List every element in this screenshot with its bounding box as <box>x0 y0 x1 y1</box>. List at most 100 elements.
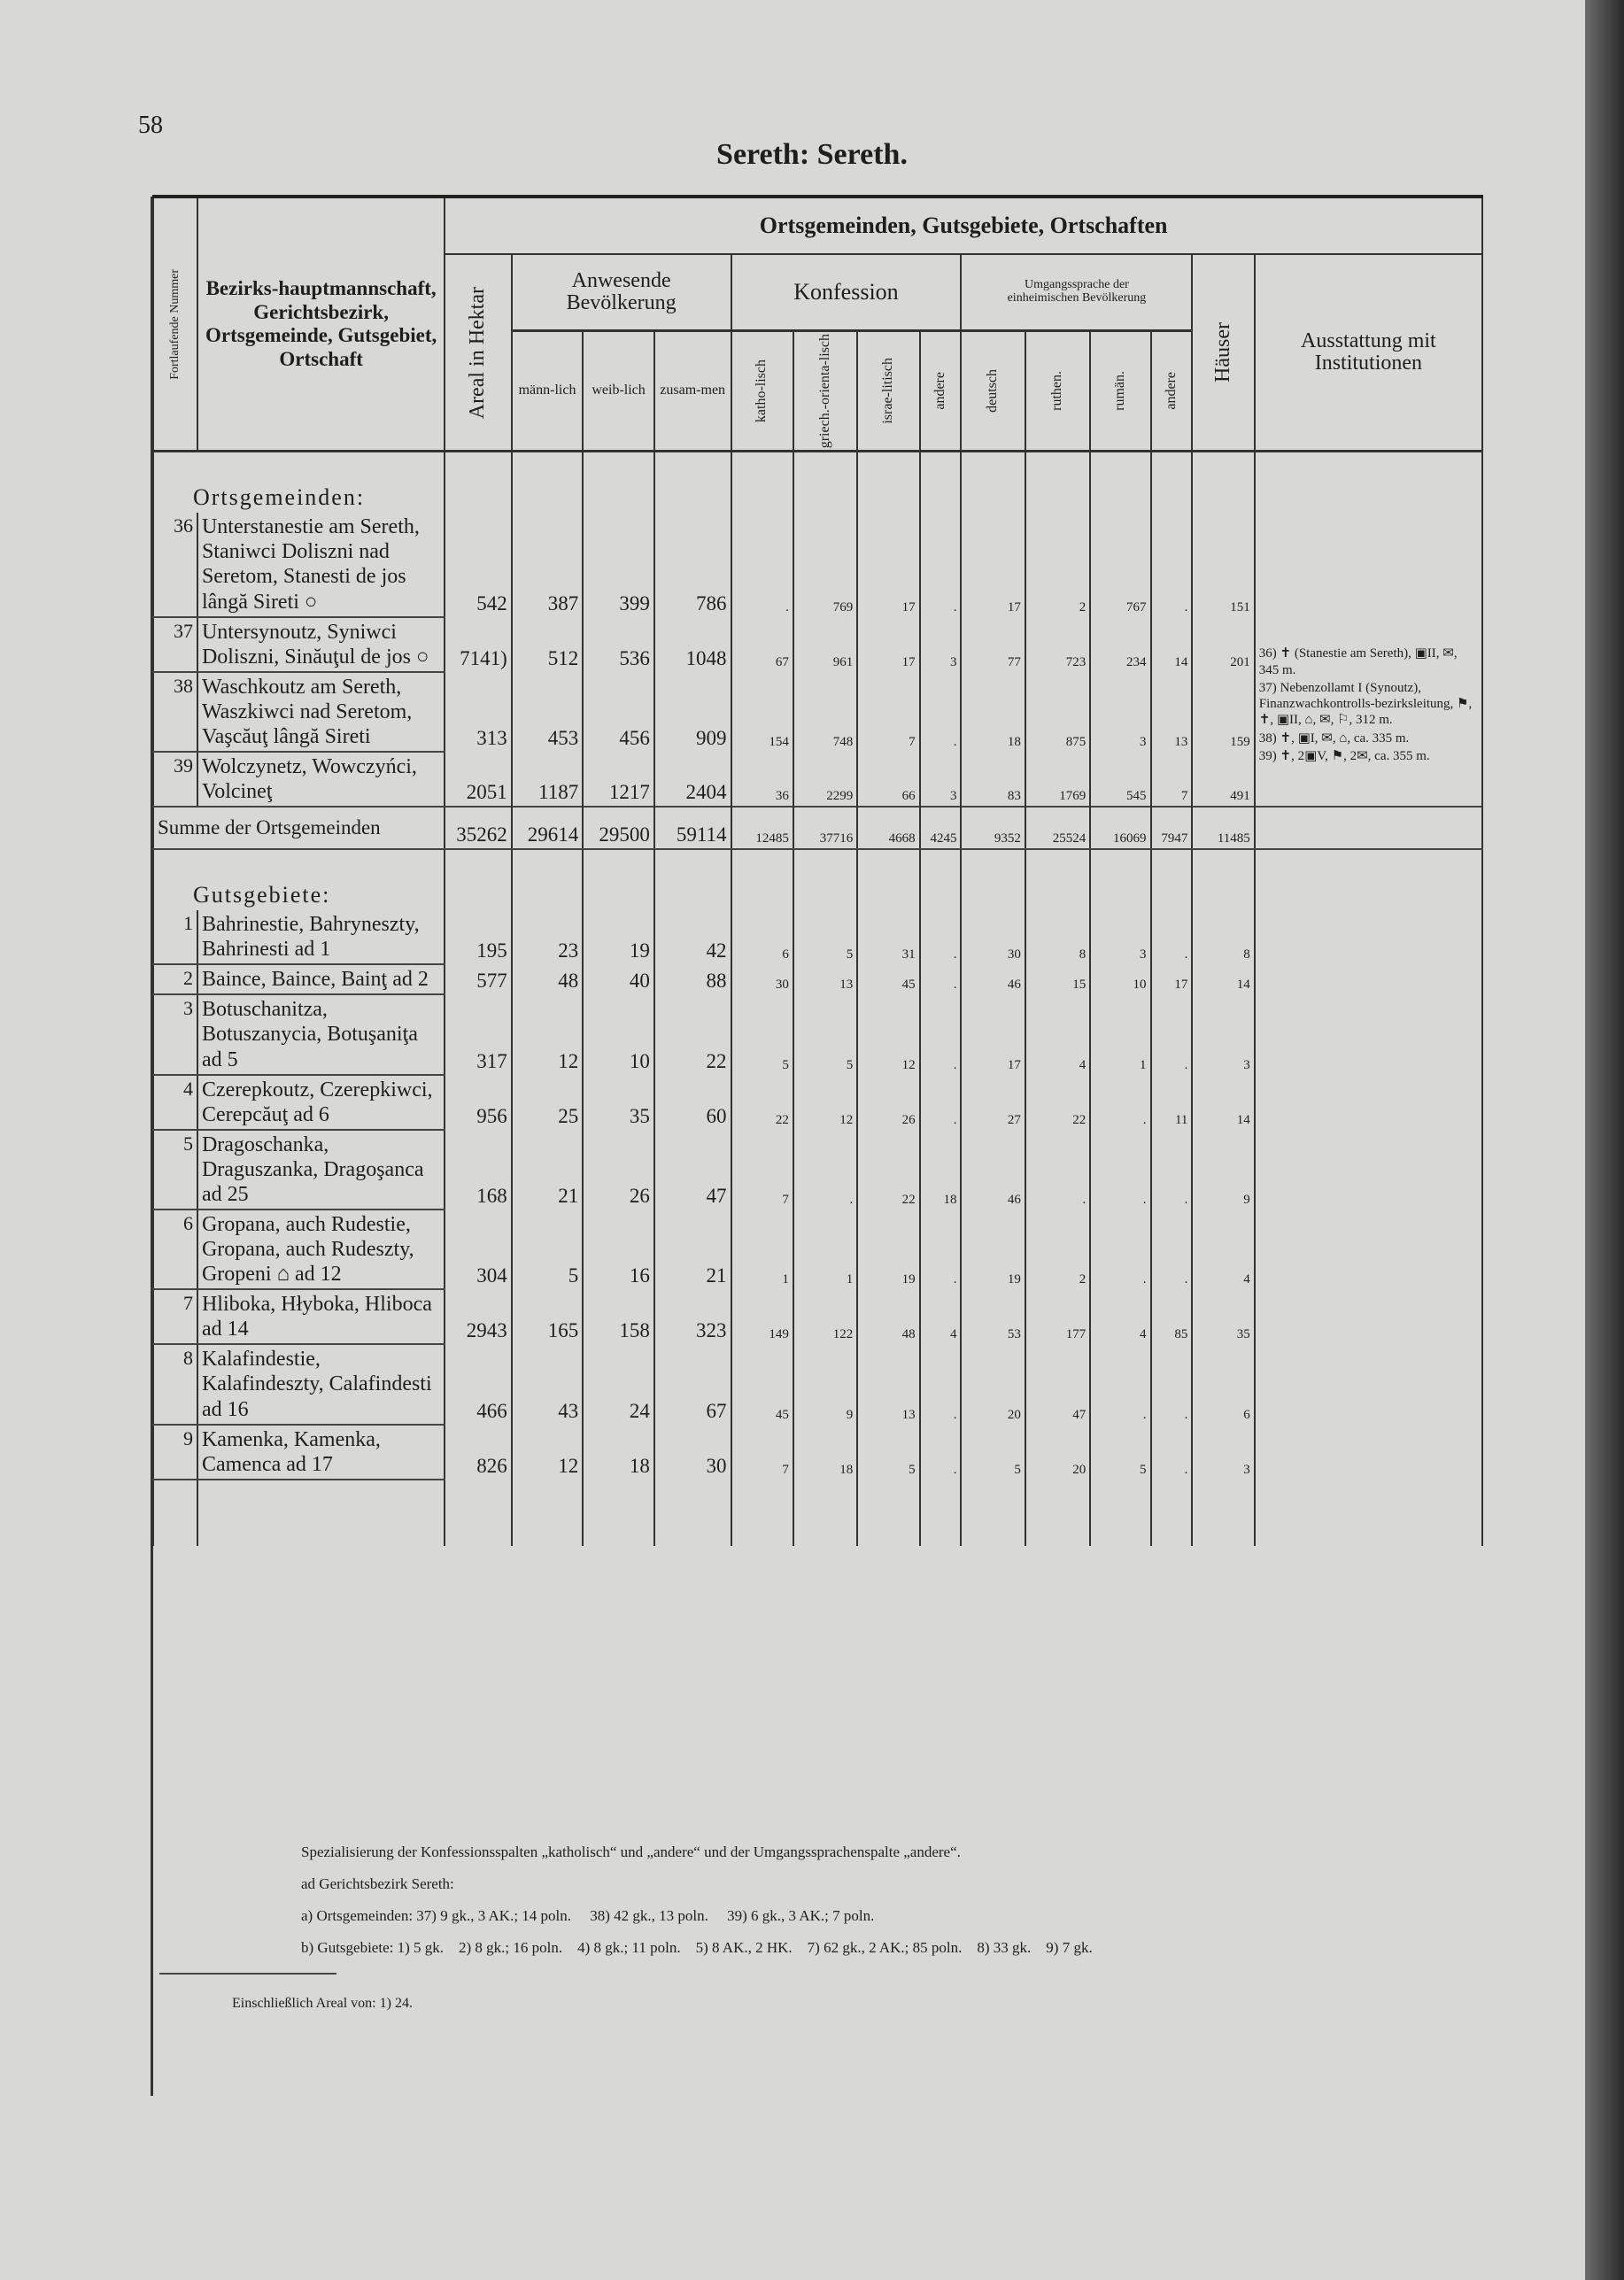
value-cell: 17 <box>1149 964 1194 995</box>
sum-row: Summe der Ortsgemeinden 35262 29614 29500 59… <box>151 806 1484 851</box>
value-cell: 85 <box>1149 1289 1194 1345</box>
sum-cell: 9352 <box>960 806 1026 851</box>
note: 38) ✝, ▣I, ✉, ⌂, ca. 335 m. <box>1258 730 1410 746</box>
empty-cell <box>1024 451 1092 514</box>
value-cell: 536 <box>582 616 655 672</box>
empty-cell <box>444 849 513 911</box>
value-cell: 30 <box>730 964 794 995</box>
value-cell: 17 <box>856 616 921 672</box>
header-text: ruthen. <box>1049 371 1065 412</box>
data-row: 9 Kamenka, Kamenka, Camenca ad 17 826 12 18 3… <box>152 1424 1484 1480</box>
value-cell: . <box>918 910 963 965</box>
sum-cell: 29500 <box>582 806 655 851</box>
header-cell: Areal in Hektar <box>444 254 513 453</box>
value-cell: 5 <box>510 1210 584 1290</box>
value-cell: 30 <box>653 1424 732 1480</box>
footnote-line: a) Ortsgemeinden: 37) 9 gk., 3 AK.; 14 p… <box>301 1907 875 1924</box>
header-text: israe-litisch <box>879 358 895 424</box>
header-text: andere <box>932 372 947 410</box>
empty-cell <box>1253 910 1484 965</box>
place-name: Gropana, auch Rudestie, Gropana, auch Ru… <box>196 1210 446 1291</box>
empty-cell <box>653 451 732 514</box>
value-cell: 158 <box>582 1289 655 1345</box>
value-cell: 466 <box>444 1344 513 1425</box>
value-cell: 19 <box>582 910 655 965</box>
sum-cell: 7947 <box>1149 806 1194 851</box>
value-cell: 1187 <box>510 751 584 808</box>
empty-cell <box>1253 1289 1484 1345</box>
empty-cell <box>582 849 655 911</box>
value-cell: 6 <box>730 910 794 965</box>
header-text: katho-lisch <box>754 359 769 423</box>
value-cell: 46 <box>960 1129 1026 1210</box>
place-name: Bahrinestie, Bahryneszty, Bahrinesti ad … <box>196 910 446 966</box>
note: 37) Nebenzollamt I (Synoutz), Finanzwach… <box>1258 680 1473 728</box>
value-cell: 21 <box>653 1210 732 1290</box>
empty-cell <box>1191 1479 1256 1546</box>
empty-cell <box>1149 451 1194 514</box>
value-cell: 2943 <box>444 1289 513 1345</box>
value-cell: 387 <box>510 513 584 617</box>
empty-cell <box>510 1479 584 1546</box>
footnote-line: Spezialisierung der Konfessionsspalten „… <box>301 1843 961 1860</box>
sum-cell: 35262 <box>444 806 513 851</box>
place-name: Unterstanestie am Sereth, Staniwci Dolis… <box>196 513 446 618</box>
empty-cell <box>1191 849 1256 911</box>
empty-cell <box>856 1479 921 1546</box>
value-cell: 2 <box>1024 513 1092 617</box>
value-cell: 21 <box>510 1129 584 1210</box>
value-cell: . <box>1089 1344 1152 1425</box>
sum-cell: 4245 <box>918 806 963 851</box>
value-cell: 12 <box>792 1074 859 1130</box>
value-cell: 491 <box>1191 751 1256 808</box>
value-cell: 2299 <box>792 751 859 808</box>
header-cell: Häuser <box>1191 254 1256 453</box>
data-row: 4 Czerepkoutz, Czerepkiwci, Cerepcăuţ ad … <box>152 1074 1484 1131</box>
empty-cell <box>152 1479 198 1546</box>
value-cell: 723 <box>1024 616 1092 672</box>
page-title: Sereth: Sereth. <box>716 138 908 171</box>
value-cell: 317 <box>444 994 513 1075</box>
value-cell: 26 <box>582 1129 655 1210</box>
footnotes: Spezialisierung der Konfessionsspalten „… <box>301 1836 1505 1964</box>
data-row: 3 Botuschanitza, Botuszanycia, Botuşaniţa… <box>152 994 1484 1076</box>
value-cell: 10 <box>1089 964 1152 995</box>
value-cell: 10 <box>582 994 655 1075</box>
value-cell: 67 <box>730 616 794 672</box>
value-cell: 35 <box>582 1074 655 1130</box>
empty-cell <box>960 849 1026 911</box>
value-cell: . <box>1089 1129 1152 1210</box>
value-cell: 5 <box>792 994 859 1075</box>
sum-cell: 25524 <box>1024 806 1092 851</box>
value-cell: 545 <box>1089 751 1152 808</box>
footnote-line: ad Gerichtsbezirk Sereth: <box>301 1875 454 1892</box>
value-cell: 1769 <box>1024 751 1092 808</box>
data-row: 38 Waschkoutz am Sereth, Waszkiwci nad Se… <box>152 671 1482 753</box>
sum-label: Summe der Ortsgemeinden <box>151 806 446 851</box>
value-cell: 5 <box>792 910 859 965</box>
value-cell: 22 <box>856 1129 921 1210</box>
data-row: 36 Unterstanestie am Sereth, Staniwci Dol… <box>152 513 1484 808</box>
value-cell: 9 <box>1191 1129 1256 1210</box>
value-cell: . <box>1149 1424 1194 1480</box>
empty-cell <box>582 1479 655 1546</box>
value-cell: 77 <box>960 616 1026 672</box>
header-cell: Anwesende Bevölkerung <box>510 254 732 332</box>
empty-cell <box>730 451 794 514</box>
empty-cell <box>444 451 513 514</box>
header-text: Fortlaufende Nummer <box>167 268 182 380</box>
value-cell: 7 <box>730 1129 794 1210</box>
value-cell: 4 <box>918 1289 963 1345</box>
value-cell: 35 <box>1191 1289 1256 1345</box>
value-cell: 13 <box>792 964 859 995</box>
sum-cell: 16069 <box>1089 806 1152 851</box>
row-number: 39 <box>152 751 198 808</box>
empty-cell <box>1024 849 1092 911</box>
header-text: andere <box>1163 372 1179 410</box>
data-row: 2 Baince, Baince, Bainţ ad 2 577 48 40 88 30 13… <box>152 964 1484 996</box>
row-number: 1 <box>152 910 198 966</box>
value-cell: 12 <box>856 994 921 1075</box>
value-cell: 19 <box>960 1210 1026 1290</box>
header-cell: ruthen. <box>1024 330 1092 453</box>
value-cell: 577 <box>444 964 513 995</box>
